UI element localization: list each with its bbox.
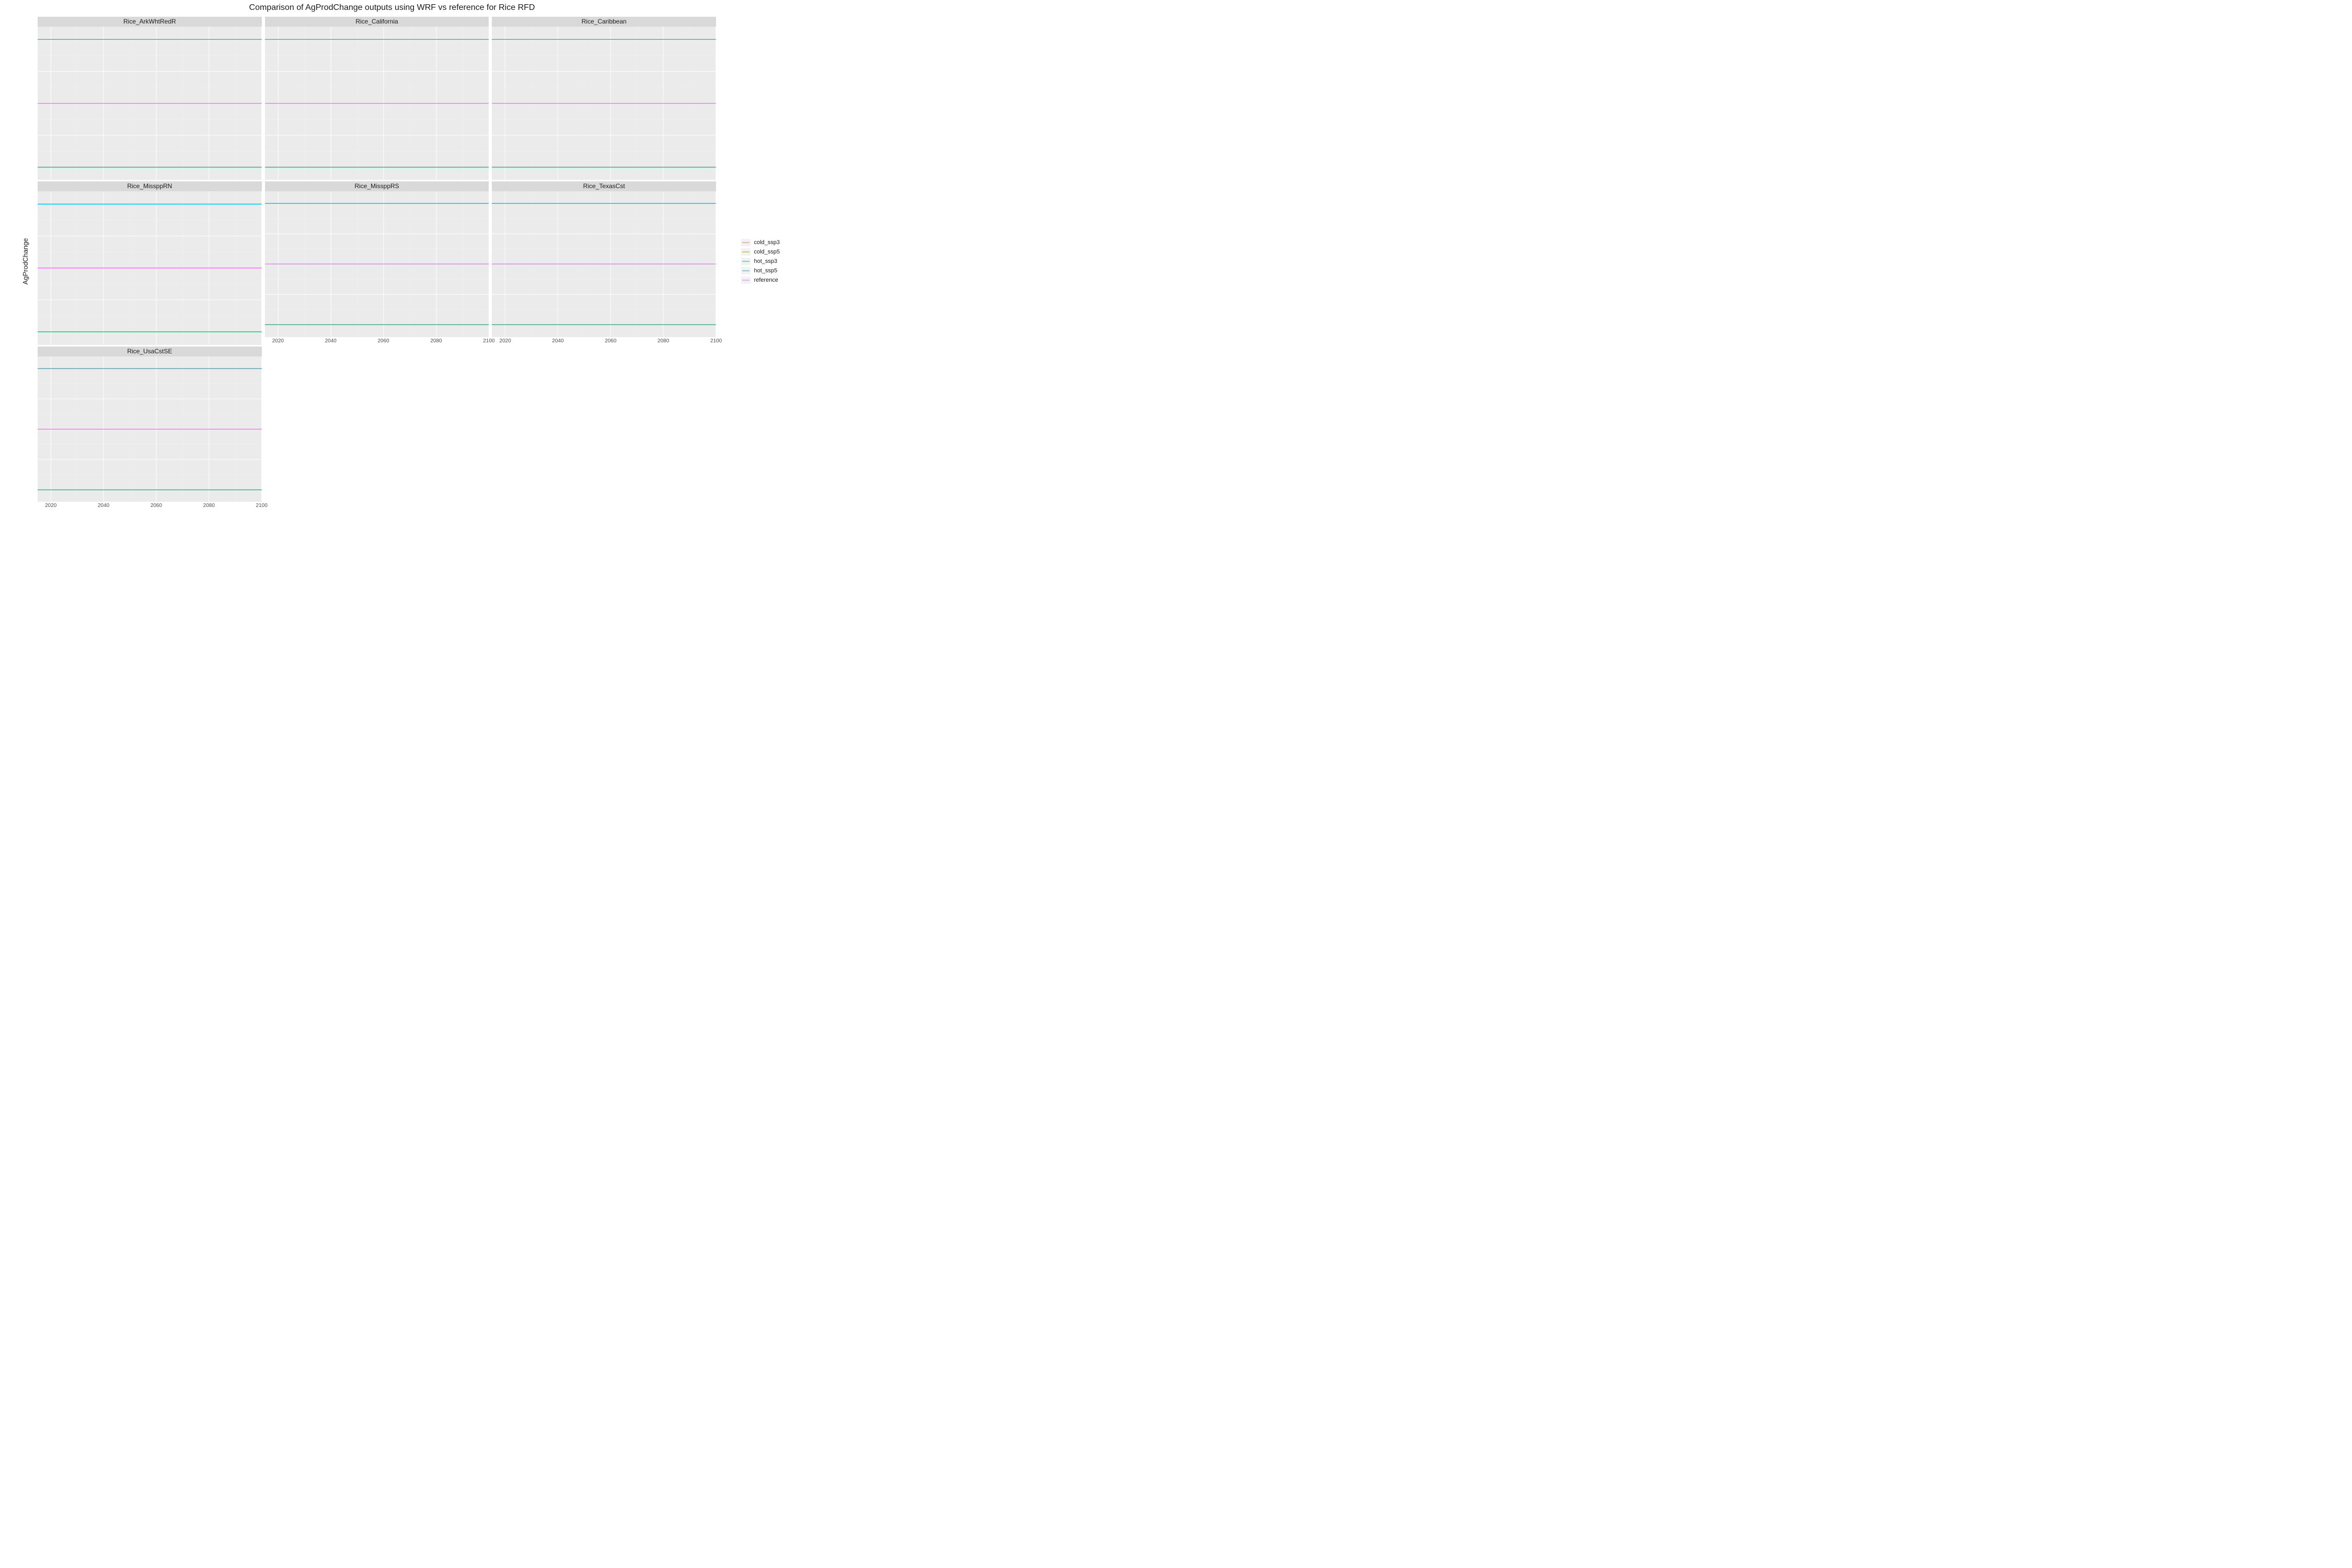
legend-swatch [741, 239, 751, 246]
facet-panel: Rice_MissppRN0.000500.000750.001000.0012… [38, 181, 262, 346]
y-axis-label: AgProdChange [21, 238, 29, 285]
x-axis-ticks [38, 180, 262, 181]
x-axis-ticks: 20202040206020802100 [492, 337, 716, 347]
legend-label: hot_ssp5 [754, 268, 777, 274]
plot-area: 0.000500.000750.001000.001250.00150 [38, 191, 262, 344]
legend-swatch [741, 267, 751, 274]
facet-strip: Rice_California [265, 17, 489, 27]
x-tick-label: 2060 [151, 503, 162, 509]
facet-strip: Rice_UsaCstSE [38, 347, 262, 356]
x-tick-label: 2060 [605, 338, 616, 344]
legend-item: cold_ssp3 [741, 238, 780, 247]
x-tick-label: 2060 [377, 338, 389, 344]
plot-area [265, 191, 489, 337]
legend-label: cold_ssp5 [754, 249, 780, 255]
x-tick-label: 2080 [658, 338, 669, 344]
legend-swatch [741, 258, 751, 265]
legend-label: cold_ssp3 [754, 239, 780, 246]
x-tick-label: 2100 [256, 503, 268, 509]
x-tick-label: 2040 [325, 338, 337, 344]
x-axis-ticks [492, 180, 716, 181]
facet-panel: Rice_MissppRS20202040206020802100 [265, 181, 489, 346]
facet-strip: Rice_MissppRN [38, 181, 262, 191]
facet-strip: Rice_Caribbean [492, 17, 716, 27]
x-tick-label: 2080 [430, 338, 442, 344]
legend-item: reference [741, 275, 780, 285]
facet-strip: Rice_ArkWhtRedR [38, 17, 262, 27]
plot-area [492, 191, 716, 337]
facet-panel: Rice_TexasCst20202040206020802100 [492, 181, 716, 346]
x-tick-label: 2040 [98, 503, 109, 509]
figure: Comparison of AgProdChange outputs using… [0, 0, 784, 523]
plot-area [492, 27, 716, 180]
x-axis-ticks [265, 180, 489, 181]
facet-panel: Rice_Caribbean [492, 17, 716, 181]
facet-panel: Rice_California [265, 17, 489, 181]
legend-item: cold_ssp5 [741, 247, 780, 257]
x-axis-ticks: 20202040206020802100 [265, 337, 489, 347]
facet-strip: Rice_TexasCst [492, 181, 716, 191]
facet-panel: Rice_UsaCstSE0.000500.000750.001000.0012… [38, 347, 262, 511]
facet-grid: Rice_ArkWhtRedR0.000500.000750.001000.00… [38, 17, 716, 511]
plot-area: 0.000500.000750.001000.001250.00150 [38, 356, 262, 502]
facet-strip: Rice_MissppRS [265, 181, 489, 191]
plot-area: 0.000500.000750.001000.001250.00150 [38, 27, 262, 180]
legend-swatch [741, 276, 751, 284]
legend-label: hot_ssp3 [754, 258, 777, 264]
legend-item: hot_ssp3 [741, 257, 780, 266]
x-axis-ticks [38, 345, 262, 347]
chart-title: Comparison of AgProdChange outputs using… [0, 3, 784, 13]
x-tick-label: 2020 [45, 503, 56, 509]
x-tick-label: 2040 [552, 338, 563, 344]
plot-area [265, 27, 489, 180]
legend-swatch [741, 248, 751, 256]
x-axis-ticks: 20202040206020802100 [38, 502, 262, 511]
legend: cold_ssp3 cold_ssp5 hot_ssp3 hot_ssp5refere… [741, 238, 780, 285]
x-tick-label: 2080 [203, 503, 215, 509]
legend-item: hot_ssp5 [741, 266, 780, 275]
legend-label: reference [754, 277, 778, 283]
x-tick-label: 2100 [710, 338, 722, 344]
facet-panel: Rice_ArkWhtRedR0.000500.000750.001000.00… [38, 17, 262, 181]
x-tick-label: 2020 [499, 338, 511, 344]
x-tick-label: 2020 [272, 338, 284, 344]
